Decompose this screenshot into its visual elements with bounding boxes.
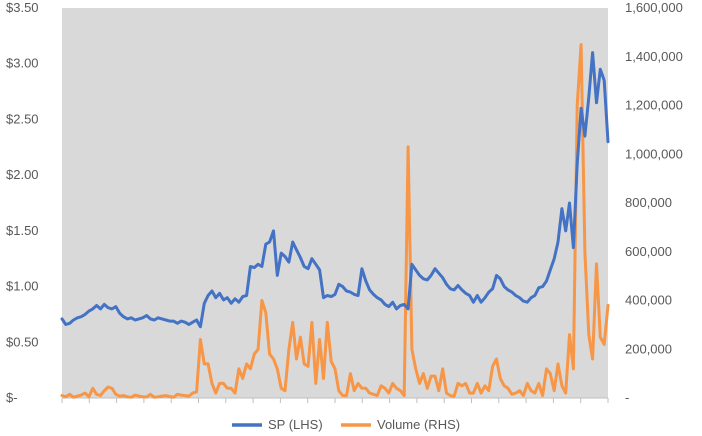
right-tick-label: 200,000: [625, 341, 672, 356]
legend: SP (LHS) Volume (RHS): [232, 417, 460, 432]
right-axis-tick-labels: - 200,000 400,000 600,000 800,000 1,000,000 1,…: [625, 0, 683, 405]
right-tick-label: 1,400,000: [625, 49, 683, 64]
left-tick-label: $-: [6, 390, 18, 405]
left-tick-label: $1.00: [6, 279, 39, 294]
left-tick-label: $1.50: [6, 223, 39, 238]
right-tick-label: 1,000,000: [625, 146, 683, 161]
legend-label-sp: SP (LHS): [268, 417, 323, 432]
left-tick-label: $3.00: [6, 56, 39, 71]
right-tick-label: 400,000: [625, 293, 672, 308]
legend-item-volume[interactable]: Volume (RHS): [341, 417, 460, 432]
right-tick-label: 1,200,000: [625, 98, 683, 113]
series-layer: [60, 43, 610, 399]
right-tick-label: 1,600,000: [625, 0, 683, 15]
left-tick-label: $2.50: [6, 111, 39, 126]
sp-series-line: [60, 51, 610, 329]
left-tick-label: $0.50: [6, 334, 39, 349]
x-axis-ticks: [61, 398, 609, 403]
left-axis-tick-labels: $- $0.50 $1.00 $1.50 $2.00 $2.50 $3.00 $3.50: [6, 0, 39, 405]
plot-area: [62, 8, 608, 398]
legend-label-volume: Volume (RHS): [377, 417, 460, 432]
left-tick-label: $2.00: [6, 167, 39, 182]
left-tick-label: $3.50: [6, 0, 39, 15]
right-tick-label: 600,000: [625, 244, 672, 259]
legend-item-sp[interactable]: SP (LHS): [232, 417, 323, 432]
right-tick-label: 800,000: [625, 195, 672, 210]
right-tick-label: -: [625, 390, 629, 405]
volume-series-line: [60, 43, 610, 399]
